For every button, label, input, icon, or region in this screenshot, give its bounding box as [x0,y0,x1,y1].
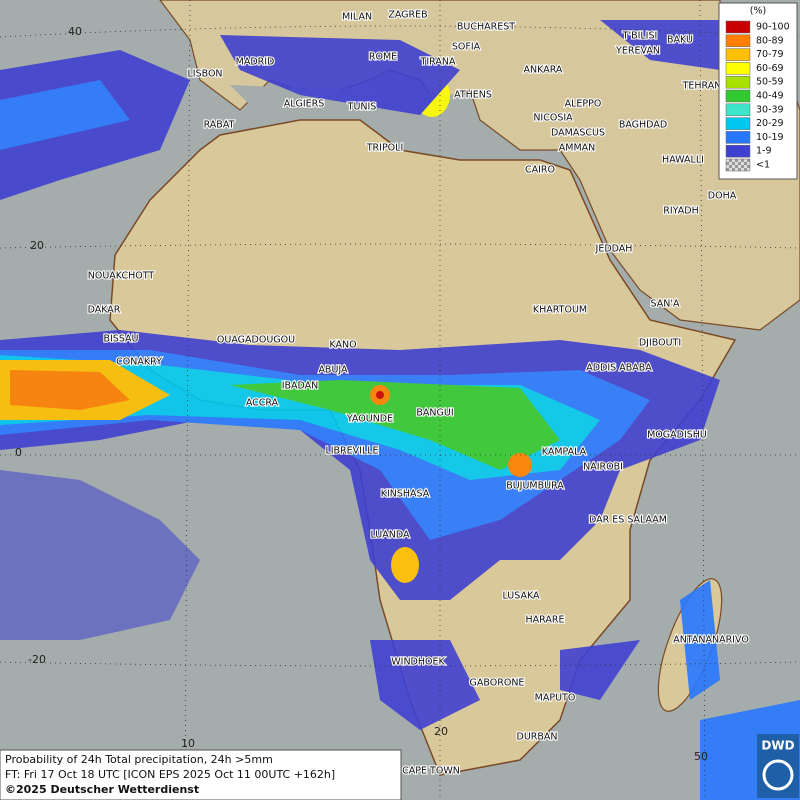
logo-icon [762,759,794,791]
latitude-label: 20 [30,239,44,252]
city-label: YEREVAN [615,46,660,57]
city-label: MAPUTO [535,693,576,704]
city-label: MOGADISHU [647,430,707,441]
city-label: ANKARA [524,65,563,76]
city-label: ADDIS ABABA [586,363,652,374]
city-label: JEDDAH [595,244,633,255]
city-label: DJIBOUTI [639,338,681,349]
footer-line: Probability of 24h Total precipitation, … [5,753,273,766]
legend-label: 20-29 [756,118,784,129]
longitude-label: 50 [694,750,708,763]
latitude-label: -20 [28,653,46,666]
city-label: YAOUNDE [346,414,393,425]
legend-label: <1 [756,160,770,171]
city-label: WINDHOEK [391,657,445,668]
city-label: DURBAN [517,732,558,743]
city-label: HAWALLI [662,155,704,166]
city-label: TRIPOLI [366,143,404,154]
city-label: NOUAKCHOTT [88,271,155,282]
legend-swatch [725,144,751,158]
city-label: DAMASCUS [551,128,605,139]
city-label: BUCHAREST [457,22,515,33]
city-label: AMMAN [559,143,596,154]
legend-swatch [725,117,751,130]
legend-swatch [725,20,751,34]
city-label: SAN'A [651,299,680,310]
city-label: BAKU [667,35,693,46]
city-label: BAGHDAD [619,120,667,131]
city-label: HARARE [526,615,565,626]
legend-swatch [725,158,751,172]
city-label: TUNIS [347,102,377,113]
city-label: TEHRAN [682,81,722,92]
legend-label: 10-19 [756,132,784,143]
city-label: RABAT [204,120,235,131]
city-label: CAIRO [525,165,555,176]
city-label: LIBREVILLE [325,446,378,457]
legend-label: 90-100 [756,22,790,33]
city-label: CAPE TOWN [402,766,460,777]
city-label: KAMPALA [542,447,587,458]
city-label: GABORONE [470,678,525,689]
city-label: DAKAR [88,305,121,316]
city-label: ZAGREB [388,10,427,21]
city-label: ALEPPO [565,99,602,110]
city-label: RIYADH [663,206,698,217]
legend-swatch [725,75,751,89]
legend-swatch [725,131,751,144]
city-label: BISSAU [103,334,138,345]
logo: DWD [761,739,794,753]
city-label: LISBON [187,69,222,80]
city-label: CONAKRY [116,357,162,368]
logo-box [757,734,799,798]
latitude-label: 40 [68,25,82,38]
legend-swatch [725,89,751,103]
legend-title: (%) [750,6,766,17]
city-label: NAIROBI [583,462,623,473]
latitude-label: 0 [15,446,22,459]
city-label: T'BILISI [622,31,658,42]
city-label: LUSAKA [502,591,540,602]
city-label: MILAN [342,12,372,23]
city-label: DAR ES SALAAM [589,515,667,526]
legend-swatch [725,48,751,61]
footer-box [0,749,402,800]
city-label: BUJUMBURA [506,481,564,492]
legend-label: 70-79 [756,49,784,60]
city-label: KHARTOUM [533,305,587,316]
legend-label: 1-9 [756,146,772,157]
city-label: KANO [329,340,356,351]
city-label: ATHENS [454,90,492,101]
legend-label: 60-69 [756,63,784,74]
city-label: BANGUI [416,408,453,419]
city-label: LUANDA [370,530,410,541]
city-label: SOFIA [452,42,481,53]
legend-swatch [725,103,751,117]
legend-label: 80-89 [756,35,784,46]
city-label: ABUJA [318,365,348,376]
legend-swatch [725,34,751,48]
city-label: ROME [369,52,397,63]
city-label: TIRANA [420,57,456,68]
city-label: ANTANANARIVO [673,635,749,646]
city-label: MADRID [236,57,275,68]
legend-swatch [725,62,751,75]
legend-label: 50-59 [756,77,784,88]
city-label: NICOSIA [533,113,573,124]
footer-line: ©2025 Deutscher Wetterdienst [5,783,199,796]
longitude-label: 20 [434,725,448,738]
city-label: ACCRA [246,398,279,409]
city-label: ALGIERS [284,99,325,110]
city-label: KINSHASA [381,489,430,500]
footer-line: FT: Fri 17 Oct 18 UTC [ICON EPS 2025 Oct… [5,768,335,781]
city-label: IBADAN [282,381,319,392]
city-label: OUAGADOUGOU [217,335,295,346]
city-label: DOHA [708,191,737,202]
longitude-label: 10 [181,737,195,750]
legend-label: 40-49 [756,91,784,102]
legend-label: 30-39 [756,104,784,115]
